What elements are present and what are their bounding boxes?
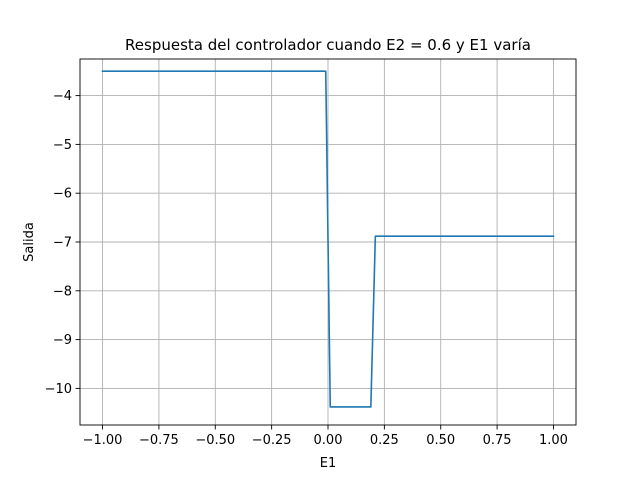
y-tick-label: −7 <box>53 236 72 251</box>
x-tick-label: −1.00 <box>83 433 123 448</box>
x-tick-label: 0.75 <box>483 433 512 448</box>
x-tick-label: 0.25 <box>370 433 399 448</box>
series-group <box>101 70 555 408</box>
x-tick-label: −0.75 <box>139 433 179 448</box>
y-tick-label: −5 <box>53 138 72 153</box>
x-axis: −1.00 −0.75 −0.50 −0.25 0.00 0.25 0.50 0.75 1.00 <box>83 425 568 448</box>
y-axis: −10 −9 −8 −7 −6 −5 −4 <box>45 89 80 397</box>
series-line-0 <box>101 70 555 408</box>
y-axis-label: Salida <box>22 222 37 262</box>
y-tick-label: −8 <box>53 284 72 299</box>
y-tick-label: −10 <box>45 382 72 397</box>
x-tick-label: 0.00 <box>314 433 343 448</box>
x-tick-label: 1.00 <box>539 433 568 448</box>
x-tick-label: −0.25 <box>252 433 292 448</box>
x-axis-label: E1 <box>320 456 337 471</box>
chart-title: Respuesta del controlador cuando E2 = 0.… <box>125 36 531 54</box>
x-tick-label: −0.50 <box>195 433 235 448</box>
x-tick-label: 0.50 <box>426 433 455 448</box>
y-tick-label: −4 <box>53 89 72 104</box>
y-tick-label: −9 <box>53 333 72 348</box>
y-tick-label: −6 <box>53 187 72 202</box>
